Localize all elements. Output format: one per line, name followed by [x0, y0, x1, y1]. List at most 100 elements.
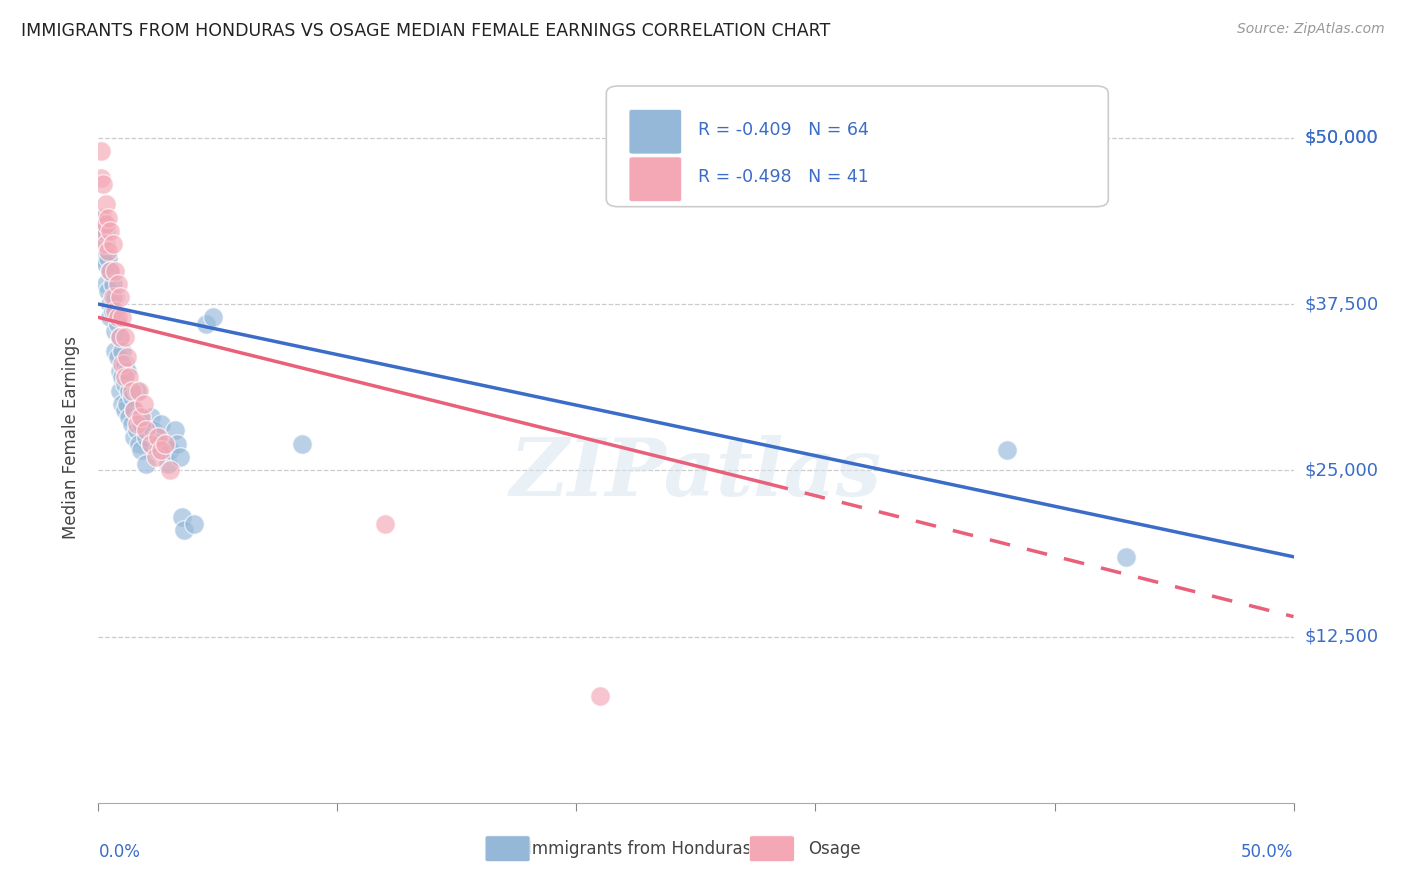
Point	[118, 370, 141, 384]
Point	[148, 443, 170, 458]
Point	[94, 237, 117, 252]
Point	[131, 410, 153, 425]
Point	[149, 443, 172, 458]
Point	[173, 523, 195, 537]
Point	[108, 330, 131, 344]
Point	[139, 436, 162, 450]
Point	[108, 330, 131, 344]
Point	[155, 436, 177, 450]
Point	[90, 211, 112, 225]
Point	[108, 363, 131, 377]
Text: Immigrants from Honduras: Immigrants from Honduras	[527, 840, 752, 858]
Point	[125, 417, 148, 431]
Text: 0.0%: 0.0%	[98, 843, 141, 861]
Point	[131, 443, 153, 458]
Point	[194, 317, 217, 331]
Point	[94, 197, 117, 211]
Point	[97, 211, 120, 225]
Point	[104, 343, 127, 358]
Point	[145, 450, 167, 464]
Text: $25,000: $25,000	[1305, 461, 1379, 479]
Point	[111, 370, 134, 384]
Point	[156, 457, 179, 471]
Point	[589, 690, 612, 704]
FancyBboxPatch shape	[628, 157, 682, 202]
Point	[159, 443, 181, 458]
Text: R = -0.498   N = 41: R = -0.498 N = 41	[699, 168, 869, 186]
Point	[90, 224, 112, 238]
Point	[145, 430, 167, 444]
Point	[115, 363, 138, 377]
Point	[97, 244, 120, 258]
Point	[115, 351, 138, 365]
Point	[114, 403, 136, 417]
Point	[142, 424, 165, 438]
FancyBboxPatch shape	[628, 110, 682, 154]
Point	[111, 343, 134, 358]
Point	[101, 277, 124, 292]
Text: $50,000: $50,000	[1305, 128, 1378, 147]
Point	[131, 417, 153, 431]
Point	[118, 384, 141, 398]
Point	[98, 310, 122, 325]
Point	[94, 224, 117, 238]
Point	[135, 457, 157, 471]
Point	[97, 284, 120, 298]
Point	[94, 217, 117, 231]
Point	[90, 144, 112, 158]
Point	[169, 450, 191, 464]
Point	[108, 290, 131, 304]
Text: $12,500: $12,500	[1305, 628, 1379, 646]
Text: ZIPatlas: ZIPatlas	[510, 435, 882, 512]
Point	[111, 397, 134, 411]
Point	[111, 310, 134, 325]
Text: Osage: Osage	[808, 840, 860, 858]
Text: $37,500: $37,500	[1305, 295, 1379, 313]
Text: $50,000: $50,000	[1305, 128, 1378, 147]
Point	[124, 403, 146, 417]
Point	[104, 324, 127, 338]
Point	[374, 516, 396, 531]
Point	[135, 424, 157, 438]
Point	[94, 277, 117, 292]
Point	[98, 264, 122, 278]
Point	[124, 430, 146, 444]
Point	[202, 310, 225, 325]
Point	[115, 397, 138, 411]
Point	[104, 264, 127, 278]
Point	[128, 410, 150, 425]
Point	[108, 384, 131, 398]
Point	[155, 436, 177, 450]
Point	[90, 170, 112, 185]
Point	[98, 264, 122, 278]
Text: IMMIGRANTS FROM HONDURAS VS OSAGE MEDIAN FEMALE EARNINGS CORRELATION CHART: IMMIGRANTS FROM HONDURAS VS OSAGE MEDIAN…	[21, 22, 831, 40]
Text: 50.0%: 50.0%	[1241, 843, 1294, 861]
Point	[290, 436, 312, 450]
Point	[114, 330, 136, 344]
Point	[104, 303, 127, 318]
Point	[101, 237, 124, 252]
Point	[107, 310, 129, 325]
Point	[91, 211, 114, 225]
Y-axis label: Median Female Earnings: Median Female Earnings	[62, 335, 80, 539]
Point	[91, 178, 114, 192]
Point	[139, 436, 162, 450]
Point	[114, 376, 136, 391]
Point	[101, 303, 124, 318]
Point	[125, 424, 148, 438]
Point	[183, 516, 205, 531]
Point	[107, 317, 129, 331]
FancyBboxPatch shape	[606, 86, 1108, 207]
Point	[97, 251, 120, 265]
Point	[91, 230, 114, 244]
Point	[121, 384, 143, 398]
Point	[101, 290, 124, 304]
Point	[98, 297, 122, 311]
Point	[148, 430, 170, 444]
Point	[111, 357, 134, 371]
Text: R = -0.409   N = 64: R = -0.409 N = 64	[699, 120, 869, 138]
Point	[132, 397, 155, 411]
Point	[114, 370, 136, 384]
Text: Source: ZipAtlas.com: Source: ZipAtlas.com	[1237, 22, 1385, 37]
Point	[121, 390, 143, 404]
